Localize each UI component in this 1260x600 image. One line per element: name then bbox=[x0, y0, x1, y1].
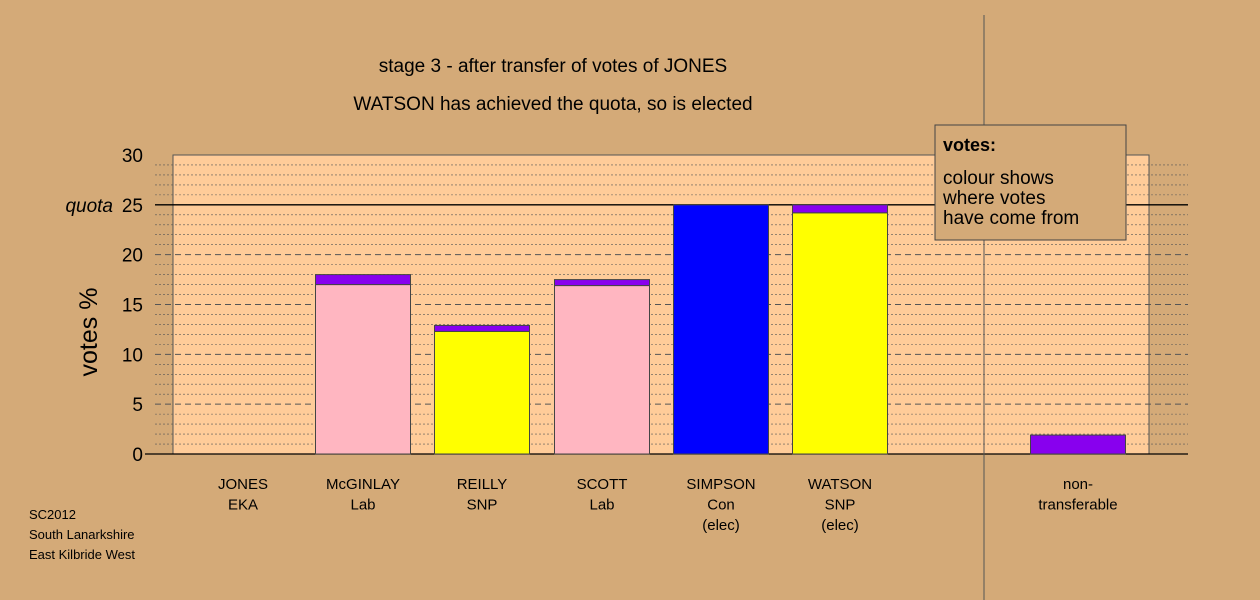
x-tick-label: transferable bbox=[1038, 497, 1117, 514]
x-tick-label: SNP bbox=[467, 497, 498, 514]
bar-segment bbox=[792, 204, 888, 214]
bars bbox=[315, 204, 1126, 455]
x-tick-label: EKA bbox=[228, 497, 258, 514]
x-tick-label: non- bbox=[1063, 476, 1093, 493]
x-tick-label: SCOTT bbox=[577, 476, 628, 493]
x-tick-label: (elec) bbox=[821, 517, 859, 534]
legend-box bbox=[934, 124, 1127, 241]
y-tick-label: 25 bbox=[122, 196, 143, 217]
bar-segment bbox=[554, 279, 650, 287]
x-tick-label: JONES bbox=[218, 476, 268, 493]
footer: SC2012 South Lanarkshire East Kilbride W… bbox=[29, 507, 135, 562]
x-tick-label: Lab bbox=[350, 497, 375, 514]
footer-line: South Lanarkshire bbox=[29, 527, 135, 542]
legend-line: colour shows bbox=[943, 168, 1054, 189]
footer-line: SC2012 bbox=[29, 507, 76, 522]
bar-segment bbox=[434, 324, 530, 332]
legend-line: have come from bbox=[943, 208, 1079, 229]
x-tick-label: SNP bbox=[825, 497, 856, 514]
bar bbox=[434, 330, 530, 455]
x-axis: JONES EKA McGINLAY Lab REILLY SNP SCOTT Lab SIMP… bbox=[218, 476, 1118, 534]
x-tick-label: Con bbox=[707, 497, 735, 514]
x-tick-label: REILLY bbox=[457, 476, 508, 493]
chart-title: stage 3 - after transfer of votes of JON… bbox=[379, 56, 728, 77]
y-tick-label: 5 bbox=[132, 395, 143, 416]
x-tick-label: WATSON bbox=[808, 476, 872, 493]
footer-line: East Kilbride West bbox=[29, 547, 135, 562]
y-tick-label: 20 bbox=[122, 246, 143, 267]
x-tick-label: McGINLAY bbox=[326, 476, 400, 493]
bar bbox=[315, 284, 411, 455]
x-tick-label: (elec) bbox=[702, 517, 740, 534]
x-tick-label: SIMPSON bbox=[686, 476, 755, 493]
bar-segment bbox=[1030, 434, 1126, 455]
y-tick-label: 30 bbox=[122, 146, 143, 167]
legend: votes: colour shows where votes have com… bbox=[934, 124, 1127, 241]
y-axis: 0 5 10 15 20 25 30 quota bbox=[65, 146, 143, 466]
quota-label: quota bbox=[65, 196, 113, 217]
bar bbox=[792, 212, 888, 455]
bar-segment bbox=[315, 274, 411, 286]
bar bbox=[554, 285, 650, 455]
y-axis-label: votes % bbox=[75, 288, 103, 377]
y-tick-label: 15 bbox=[122, 296, 143, 317]
legend-title: votes: bbox=[943, 135, 996, 155]
chart-subtitle: WATSON has achieved the quota, so is ele… bbox=[353, 94, 752, 115]
legend-line: where votes bbox=[942, 188, 1045, 209]
bar bbox=[673, 204, 769, 455]
y-tick-label: 10 bbox=[122, 345, 143, 366]
y-tick-label: 0 bbox=[132, 445, 143, 466]
x-tick-label: Lab bbox=[589, 497, 614, 514]
